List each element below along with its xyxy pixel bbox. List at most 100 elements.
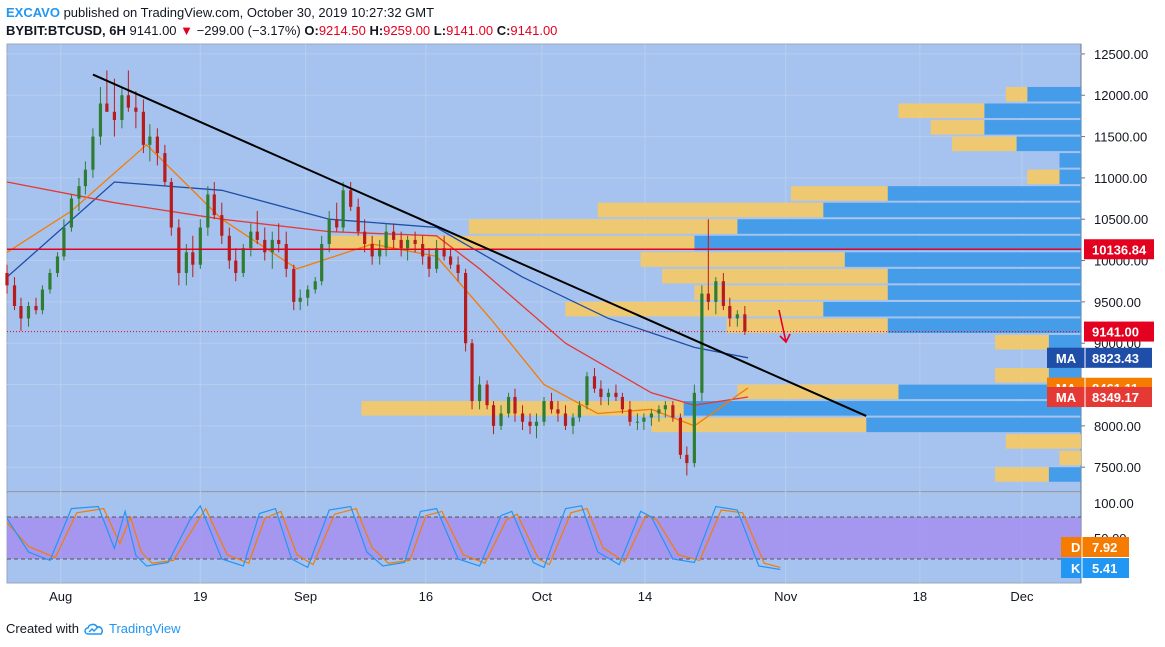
candle-body	[320, 244, 324, 282]
candle-body	[628, 409, 632, 422]
candle-body	[148, 136, 152, 145]
candle-body	[141, 111, 145, 145]
volume-profile-bar-down	[1048, 467, 1081, 482]
price-label-prefix-box	[1047, 347, 1085, 368]
candle-body	[635, 421, 640, 423]
candle-body	[12, 285, 17, 307]
candle-body	[427, 256, 431, 269]
down-arrow-icon: ▼	[180, 23, 194, 38]
candle-body	[34, 306, 38, 311]
candle-body	[435, 248, 439, 269]
candle-body	[277, 239, 281, 245]
close-label: C:	[496, 23, 511, 38]
candle-body	[506, 396, 511, 414]
down-arrow-annotation	[778, 309, 791, 344]
candle-body	[542, 401, 546, 422]
price-tick-label: 11500.00	[1094, 130, 1147, 145]
volume-profile-bar-up	[1027, 169, 1060, 185]
time-tick-label: Nov	[774, 589, 798, 604]
candle-body	[577, 405, 582, 418]
tradingview-brand[interactable]: TradingView	[108, 621, 181, 636]
candle-body	[378, 248, 382, 257]
change-value: −299.00 (−3.17%)	[196, 23, 301, 38]
volume-profile-bar-down	[823, 202, 1081, 218]
volume-profile-bar-up	[1005, 86, 1028, 102]
author-name[interactable]: EXCAVO	[6, 5, 60, 20]
candle-body	[341, 190, 345, 228]
candle-body	[270, 239, 274, 253]
stoch-tick-label: 100.00	[1094, 496, 1134, 511]
volume-profile-bar-down	[887, 186, 1081, 201]
candle-body	[212, 194, 216, 216]
stoch-label-prefix: K	[1071, 561, 1081, 576]
footer: Created with TradingView	[6, 621, 181, 636]
candle-body	[227, 235, 231, 261]
ohlc-line: BYBIT:BTCUSD, 6H 9141.00 ▼ −299.00 (−3.1…	[6, 22, 557, 40]
candle-body	[177, 227, 181, 273]
volume-profile-bar-up	[737, 384, 899, 400]
candle-body	[721, 281, 725, 307]
candle-body	[477, 384, 482, 402]
candle-body	[470, 343, 474, 402]
volume-profile-bar-down	[1059, 169, 1081, 185]
candle-body	[62, 227, 66, 257]
stoch-label-value: 7.92	[1092, 540, 1117, 555]
candle-body	[105, 103, 109, 112]
price-label-prefix: MA	[1056, 351, 1077, 366]
open-label: O:	[304, 23, 319, 38]
price-labels: 10136.849141.00MA8823.43MA8461.11MA8349.…	[1047, 239, 1154, 578]
candle-body	[571, 417, 575, 426]
candle-body	[399, 239, 403, 249]
candle-body	[120, 95, 124, 121]
stoch-band	[7, 517, 1081, 559]
moving-average-line	[6, 181, 749, 406]
time-tick-label: 18	[913, 589, 927, 604]
volume-profile-bar-down	[737, 219, 1081, 234]
candle-body	[306, 289, 310, 298]
stoch-k-line	[6, 504, 781, 571]
publish-line: EXCAVO published on TradingView.com, Oct…	[6, 4, 557, 22]
candle-body	[448, 256, 453, 265]
open-value: 9214.50	[318, 23, 366, 38]
candle-body	[234, 260, 238, 273]
candle-body	[649, 413, 653, 418]
last-price-value: 9141.00	[129, 23, 177, 38]
candle-body	[463, 272, 468, 344]
created-with-text: Created with	[6, 621, 79, 636]
time-tick-label: Dec	[1010, 589, 1034, 604]
candle-body	[163, 153, 167, 183]
price-tick-label: 11000.00	[1094, 171, 1147, 186]
volume-profile-bar-down	[1016, 136, 1081, 152]
candle-body	[657, 409, 661, 414]
high-label: H:	[369, 23, 384, 38]
candle-body	[499, 413, 503, 426]
time-tick-label: 14	[638, 589, 652, 604]
candle-body	[19, 306, 23, 319]
price-label-prefix: MA	[1056, 390, 1077, 405]
candle-body	[349, 190, 353, 207]
candle-body	[735, 314, 739, 319]
close-value: 9141.00	[510, 23, 558, 38]
candle-body	[642, 417, 646, 422]
volume-profile-bar-up	[597, 202, 824, 218]
price-tick-label: 8000.00	[1094, 419, 1141, 434]
price-tick-label: 12000.00	[1094, 88, 1148, 103]
volume-profile-bar-down	[887, 268, 1081, 284]
published-text: published on TradingView.com, October 30…	[63, 5, 435, 20]
candle-body	[40, 289, 45, 311]
volume-profile-bar-up	[1005, 434, 1081, 449]
candle-body	[55, 256, 60, 273]
candle-body	[83, 169, 88, 187]
volume-profile-bar-up	[952, 136, 1017, 152]
volume-profile-bar-up	[995, 334, 1049, 350]
candle-body	[685, 454, 689, 464]
candle-body	[77, 186, 81, 199]
volume-profile-bar-up	[791, 186, 888, 201]
volume-profile-bar-up	[329, 235, 695, 251]
volume-profile-bar-down	[887, 318, 1081, 333]
candle-body	[327, 219, 331, 245]
volume-profile-bar-up	[694, 285, 888, 300]
moving-average-line	[6, 181, 749, 359]
chart-header: EXCAVO published on TradingView.com, Oct…	[6, 4, 557, 40]
